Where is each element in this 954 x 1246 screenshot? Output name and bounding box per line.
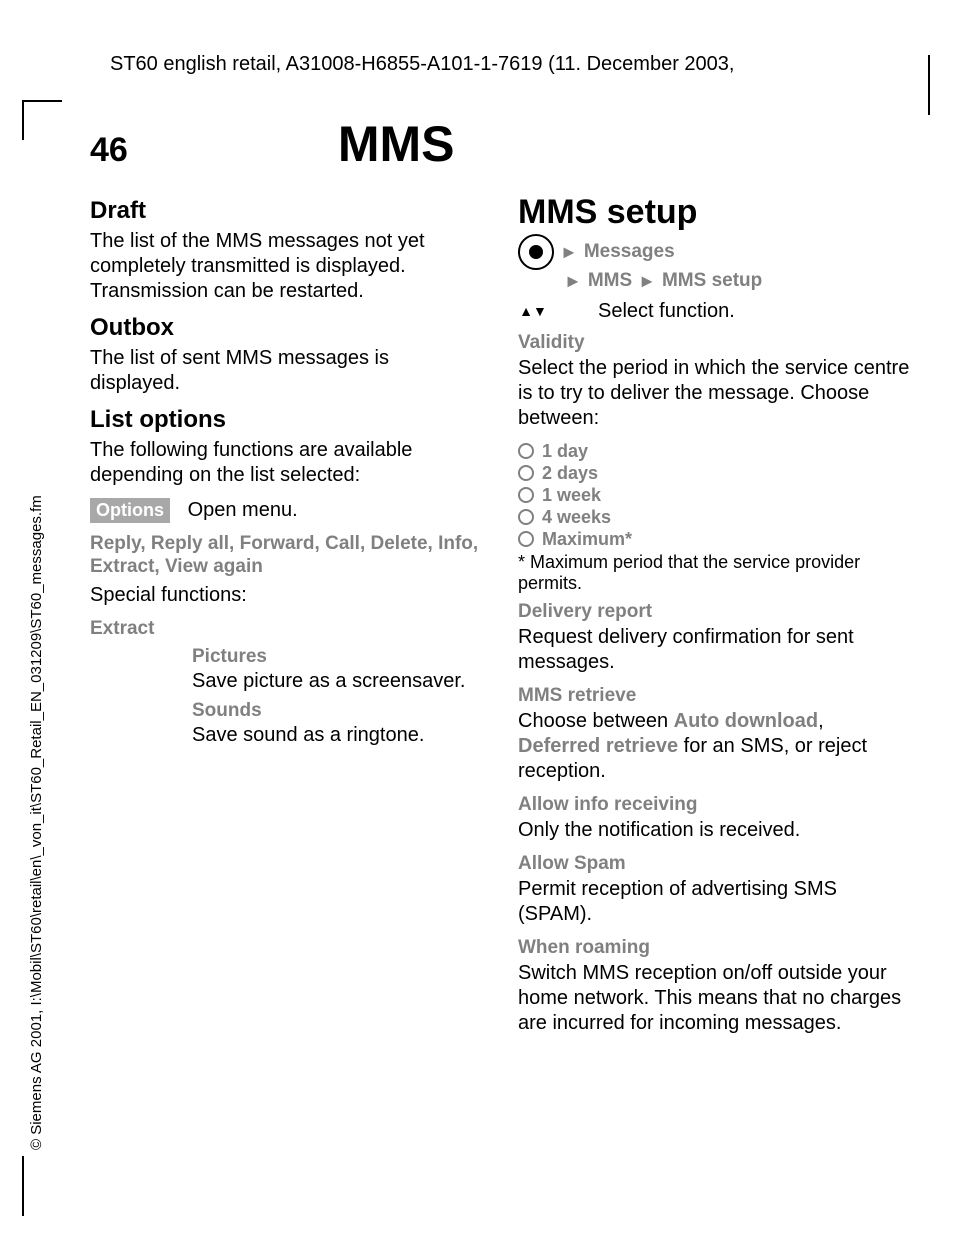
select-function-text: Select function. — [598, 299, 735, 324]
option-label: Maximum* — [542, 529, 632, 550]
functions-list: Reply, Reply all, Forward, Call, Delete,… — [90, 533, 482, 579]
sounds-body: Save sound as a ringtone. — [192, 723, 482, 748]
option-label: 2 days — [542, 463, 598, 484]
file-header: ST60 english retail, A31008-H6855-A101-1… — [110, 53, 734, 76]
crop-mark-tl — [22, 100, 62, 102]
nav-mms: MMS — [588, 270, 632, 293]
option-label: 1 day — [542, 441, 588, 462]
heading-list-options: List options — [90, 406, 482, 434]
radio-icon — [518, 531, 534, 547]
allow-info-body: Only the notification is received. — [518, 818, 910, 843]
nav-mms-setup: MMS setup — [662, 270, 762, 293]
heading-draft: Draft — [90, 197, 482, 225]
body-outbox: The list of sent MMS messages is display… — [90, 346, 482, 396]
page-body: 46 MMS Draft The list of the MMS message… — [90, 115, 910, 1046]
mms-retrieve-label: MMS retrieve — [518, 685, 910, 707]
validity-option[interactable]: 4 weeks — [518, 507, 910, 528]
extract-details: Pictures Save picture as a screensaver. … — [192, 646, 482, 748]
when-roaming-label: When roaming — [518, 937, 910, 959]
mms-retrieve-pre: Choose between — [518, 710, 674, 732]
option-label: 1 week — [542, 485, 601, 506]
side-copyright: © Siemens AG 2001, I:\Mobil\ST60\retail\… — [28, 495, 45, 1150]
validity-option[interactable]: Maximum* — [518, 529, 910, 550]
options-row: Options Open menu. — [90, 498, 482, 523]
validity-option[interactable]: 1 week — [518, 485, 910, 506]
arrow-icon: ► — [564, 271, 582, 292]
mms-retrieve-mid: , — [818, 710, 824, 732]
allow-spam-label: Allow Spam — [518, 853, 910, 875]
radio-icon — [518, 487, 534, 503]
arrow-icon: ► — [638, 271, 656, 292]
open-menu-text: Open menu. — [188, 499, 298, 521]
validity-body: Select the period in which the service c… — [518, 356, 910, 431]
deferred-retrieve: Deferred retrieve — [518, 735, 678, 757]
delivery-report-label: Delivery report — [518, 601, 910, 623]
right-column: MMS setup ► Messages ► MMS ► MMS setup ▲… — [518, 193, 910, 1046]
left-column: Draft The list of the MMS messages not y… — [90, 193, 482, 1046]
page-heading: 46 MMS — [90, 115, 910, 173]
options-pill[interactable]: Options — [90, 498, 170, 523]
nav-path-2: ► MMS ► MMS setup — [564, 270, 910, 293]
crop-mark-bl — [22, 1156, 24, 1216]
dpad-updown-icon: ▲▼ — [518, 306, 548, 316]
validity-option[interactable]: 2 days — [518, 463, 910, 484]
nav-messages: Messages — [584, 241, 675, 264]
validity-option[interactable]: 1 day — [518, 441, 910, 462]
allow-spam-body: Permit reception of advertising SMS (SPA… — [518, 877, 910, 927]
heading-mms-setup: MMS setup — [518, 193, 910, 232]
special-functions-label: Special functions: — [90, 583, 482, 608]
option-label: 4 weeks — [542, 507, 611, 528]
when-roaming-body: Switch MMS reception on/off outside your… — [518, 961, 910, 1036]
arrow-icon: ► — [560, 242, 578, 263]
delivery-report-body: Request delivery confirmation for sent m… — [518, 625, 910, 675]
radio-icon — [518, 509, 534, 525]
mms-retrieve-body: Choose between Auto download, Deferred r… — [518, 709, 910, 784]
dpad-center-icon — [518, 234, 554, 270]
pictures-label: Pictures — [192, 646, 482, 669]
validity-label: Validity — [518, 332, 910, 354]
footnote-text: * Maximum period that the service provid… — [518, 552, 860, 594]
page-title: MMS — [338, 115, 455, 173]
allow-info-label: Allow info receiving — [518, 794, 910, 816]
page-number: 46 — [90, 131, 128, 170]
validity-footnote: * Maximum period that the service provid… — [518, 552, 910, 595]
auto-download: Auto download — [674, 710, 818, 732]
pictures-body: Save picture as a screensaver. — [192, 669, 482, 694]
select-function-row: ▲▼ Select function. — [518, 299, 910, 324]
body-draft: The list of the MMS messages not yet com… — [90, 229, 482, 304]
radio-icon — [518, 443, 534, 459]
extract-label: Extract — [90, 618, 482, 641]
crop-mark-tr — [928, 55, 930, 115]
sounds-label: Sounds — [192, 700, 482, 723]
heading-outbox: Outbox — [90, 314, 482, 342]
radio-icon — [518, 465, 534, 481]
nav-path-1: ► Messages — [518, 234, 910, 270]
body-list-options-intro: The following functions are available de… — [90, 438, 482, 488]
